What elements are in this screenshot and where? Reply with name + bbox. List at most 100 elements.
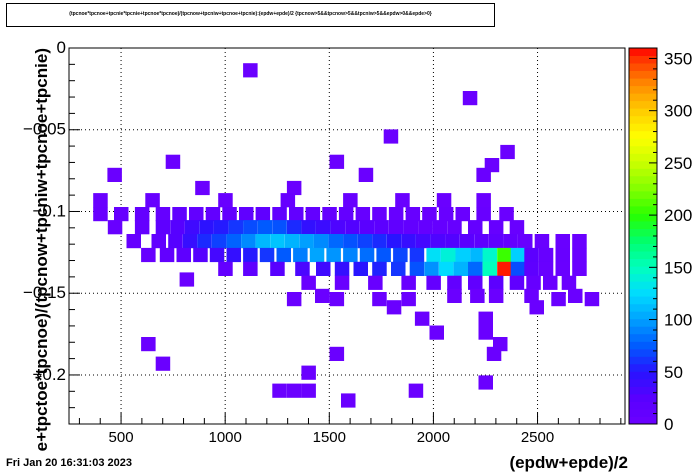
heatmap-bin: [286, 180, 302, 196]
heatmap-bin: [524, 288, 539, 303]
heatmap-bin: [330, 220, 346, 235]
heatmap-bin: [503, 234, 518, 249]
heatmap-bin: [226, 234, 241, 249]
heatmap-bin: [403, 220, 418, 235]
heatmap-bin: [524, 261, 539, 276]
heatmap-bin: [272, 383, 287, 398]
heatmap-bin: [416, 234, 431, 249]
heatmap-bin: [284, 234, 300, 249]
color-scale-step: [629, 311, 657, 320]
heatmap-bin: [280, 193, 296, 208]
color-scale-step: [629, 236, 657, 244]
heatmap-bin: [141, 247, 156, 263]
heatmap-bin: [538, 247, 554, 263]
heatmap-bin: [189, 207, 204, 222]
heatmap-bin: [405, 207, 421, 222]
heatmap-bin: [355, 207, 371, 222]
heatmap-bin: [368, 275, 383, 290]
heatmap-bin: [184, 220, 200, 235]
heatmap-bin: [316, 220, 331, 235]
x-tick-label: 500: [109, 429, 134, 446]
heatmap-bin: [243, 63, 258, 78]
heatmap-bin: [243, 261, 258, 276]
heatmap-bin: [353, 261, 368, 276]
heatmap-bin: [470, 247, 485, 263]
heatmap-bin: [388, 220, 404, 235]
heatmap-bin: [478, 311, 493, 326]
heatmap-bin: [301, 275, 316, 290]
color-scale-label: 0: [664, 415, 673, 434]
heatmap-bin: [195, 180, 210, 196]
color-scale-step: [629, 70, 657, 79]
heatmap-bin: [159, 247, 175, 263]
heatmap-bin: [176, 247, 191, 263]
heatmap-bin: [468, 275, 483, 290]
heatmap-bin: [107, 220, 123, 235]
heatmap-bin: [436, 193, 452, 208]
color-scale-step: [629, 55, 657, 64]
heatmap-bin: [499, 207, 514, 222]
heatmap-bin: [93, 193, 108, 208]
color-scale-step: [629, 213, 657, 222]
heatmap-bin: [409, 247, 425, 263]
heatmap-bin: [309, 247, 325, 263]
heatmap-bin: [372, 292, 387, 307]
heatmap-bin: [329, 292, 345, 307]
color-scale-step: [629, 138, 657, 147]
heatmap-bin: [341, 393, 356, 408]
heatmap-bin: [538, 261, 554, 276]
color-scale-step: [629, 175, 657, 184]
heatmap-bin: [239, 207, 254, 222]
heatmap-bin: [145, 193, 160, 208]
heatmap-bin: [301, 220, 316, 235]
plot-title-box: (tpcnoe*tpcnoe+tpcnie*tpcnie+tpcnoe*tpcn…: [6, 3, 495, 27]
color-scale-step: [629, 288, 657, 297]
heatmap-bin: [422, 207, 437, 222]
heatmap-bin: [401, 234, 416, 249]
heatmap-bin: [409, 261, 425, 276]
heatmap-bin: [401, 292, 416, 307]
heatmap-bin: [393, 247, 408, 263]
heatmap-bin: [453, 261, 468, 276]
color-scale-step: [629, 198, 657, 207]
heatmap-bin: [526, 275, 541, 290]
plot-title: (tpcnoe*tpcnoe+tpcnie*tpcnie+tpcnoe*tpcn…: [69, 11, 432, 17]
heatmap-bin: [584, 292, 600, 307]
heatmap-bin: [426, 247, 441, 263]
heatmap-bin: [510, 247, 526, 263]
heatmap-bin: [134, 220, 150, 235]
heatmap-bin: [386, 234, 402, 249]
heatmap-bin: [455, 247, 470, 263]
heatmap-bin: [430, 234, 446, 249]
heatmap-bin: [218, 193, 233, 208]
heatmap-bin: [141, 337, 156, 352]
x-tick-label: 1500: [313, 429, 346, 446]
heatmap-bin: [568, 288, 583, 303]
heatmap-bin: [243, 220, 258, 235]
heatmap-bin: [286, 383, 302, 398]
color-scale-step: [629, 63, 657, 71]
heatmap-bin: [476, 167, 491, 182]
heatmap-bin: [561, 275, 577, 290]
color-scale-label: 150: [664, 258, 692, 277]
heatmap-bin: [386, 300, 402, 315]
heatmap-bin: [286, 292, 302, 307]
heatmap-bin: [214, 220, 229, 235]
heatmap-bin: [488, 234, 504, 249]
y-tick-label: −0.15: [23, 283, 66, 302]
heatmap-bin: [338, 207, 354, 222]
heatmap-bin: [205, 207, 221, 222]
color-scale-step: [629, 130, 657, 139]
heatmap-bin: [572, 247, 587, 263]
heatmap-bin: [555, 234, 570, 249]
color-scale-step: [629, 243, 657, 252]
color-scale-step: [629, 251, 657, 259]
heatmap-bin: [293, 247, 308, 263]
color-scale-step: [629, 401, 657, 410]
color-scale-step: [629, 145, 657, 154]
heatmap-bin: [500, 144, 515, 160]
heatmap-bin: [199, 220, 214, 235]
heatmap-bin: [345, 220, 360, 235]
heatmap-bin: [572, 261, 587, 276]
heatmap-bin: [328, 234, 343, 249]
